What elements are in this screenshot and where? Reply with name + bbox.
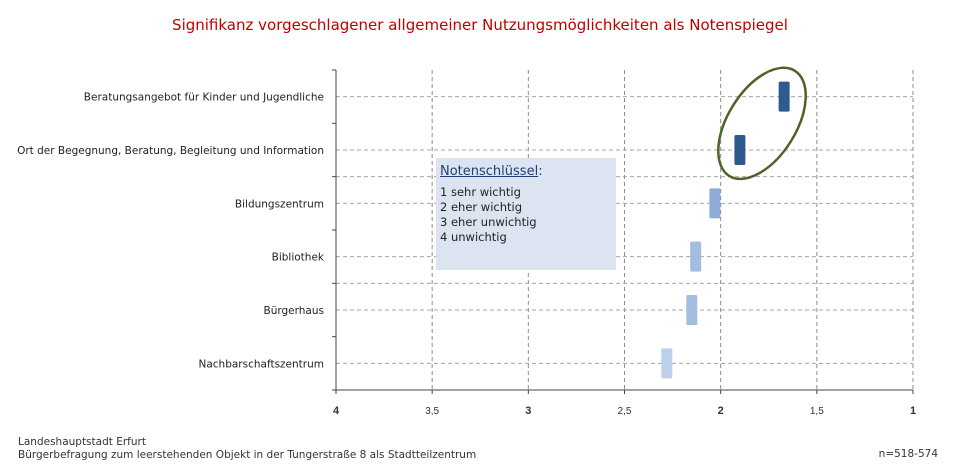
category-label: Beratungsangebot für Kinder und Jugendli… <box>84 92 324 104</box>
bar <box>661 348 673 379</box>
category-label: Ort der Begegnung, Beratung, Begleitung … <box>17 145 324 157</box>
x-tick-label: 1,5 <box>810 406 824 417</box>
grading-key-item: 3 eher unwichtig <box>440 215 537 229</box>
grading-key-title: Notenschlüssel: <box>440 164 543 179</box>
x-tick-label: 1 <box>910 405 916 417</box>
x-tick-label: 2 <box>718 405 724 417</box>
bar <box>686 295 698 325</box>
bar <box>778 81 790 112</box>
x-tick-label: 2,5 <box>618 406 632 417</box>
sample-size-note: n=518-574 <box>878 448 938 460</box>
category-label: Nachbarschaftszentrum <box>198 358 324 370</box>
x-tick-label: 3 <box>525 405 531 417</box>
source-line-1: Landeshauptstadt Erfurt <box>18 436 146 448</box>
x-tick-label: 3,5 <box>425 406 439 417</box>
grading-key-item: 2 eher wichtig <box>440 200 523 214</box>
category-label: Bibliothek <box>272 252 325 264</box>
highlight-ellipse <box>717 66 807 181</box>
bar <box>734 135 746 165</box>
source-note: Landeshauptstadt Erfurt Bürgerbefragung … <box>18 436 476 462</box>
chart-title: Signifikanz vorgeschlagener allgemeiner … <box>172 16 788 34</box>
grading-key-item: 4 unwichtig <box>440 230 507 244</box>
bar <box>709 188 721 219</box>
bar <box>690 241 702 272</box>
source-line-2: Bürgerbefragung zum leerstehenden Objekt… <box>18 449 477 461</box>
category-label: Bildungszentrum <box>235 198 324 210</box>
grading-key-list: 1 sehr wichtig 2 eher wichtig 3 eher unwic… <box>440 185 612 245</box>
x-tick-label: 4 <box>333 405 340 417</box>
category-label: Bürgerhaus <box>264 305 324 317</box>
grading-key-box: Notenschlüssel: 1 sehr wichtig 2 eher wic… <box>436 158 616 270</box>
grading-key-item: 1 sehr wichtig <box>440 185 521 199</box>
